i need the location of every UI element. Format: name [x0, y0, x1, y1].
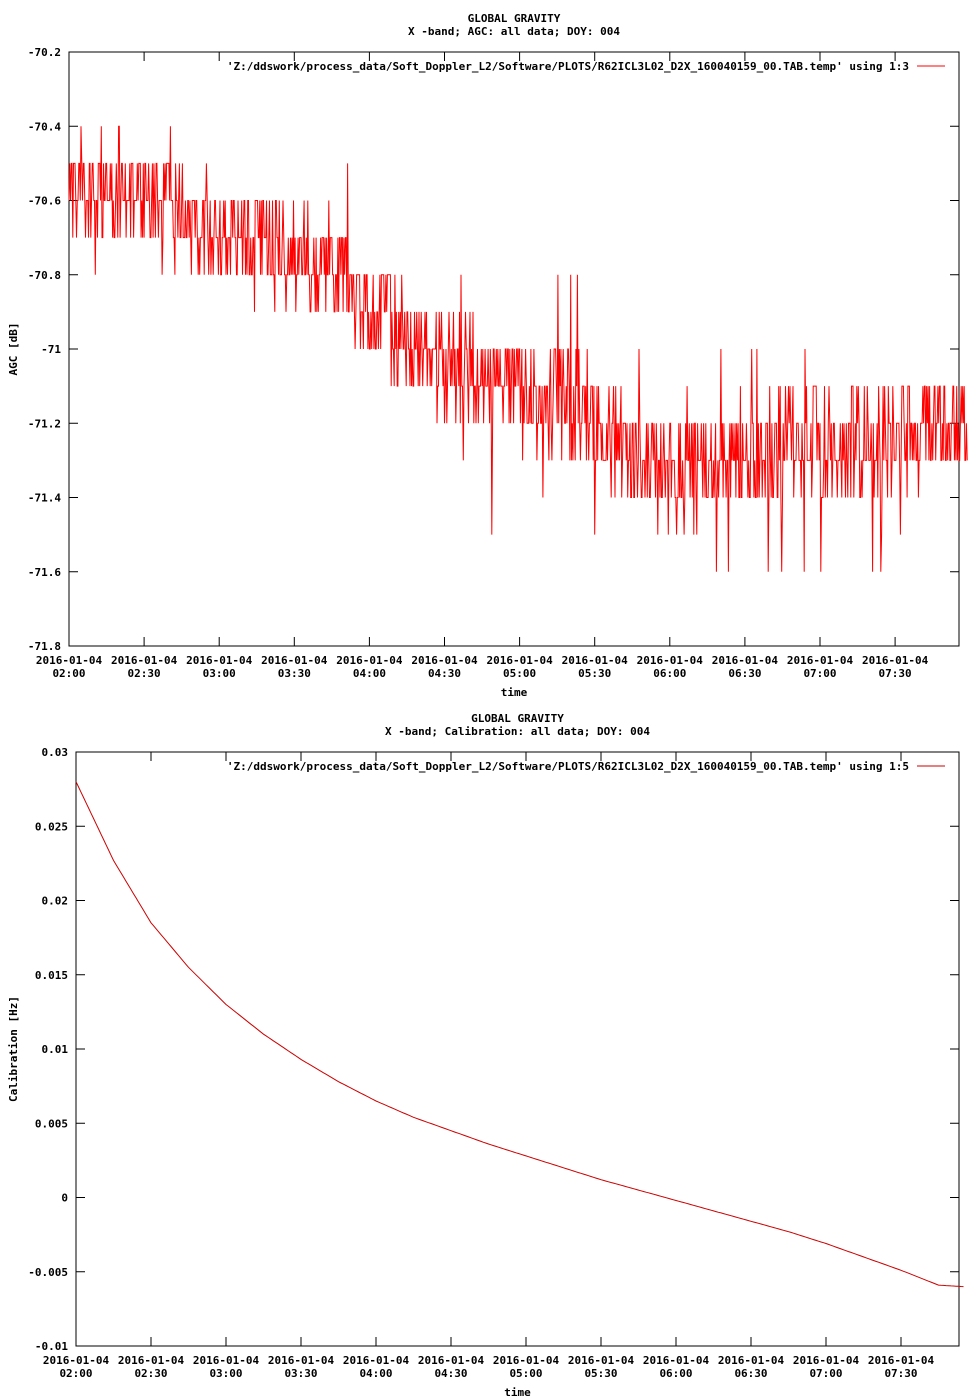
- x-tick-date-label: 2016-01-04: [268, 1354, 335, 1367]
- x-tick-time-label: 04:00: [353, 667, 386, 680]
- y-tick-label: -71.6: [28, 566, 61, 579]
- calibration-series-line: [75, 781, 964, 1288]
- x-tick-date-label: 2016-01-04: [562, 654, 629, 667]
- y-tick-label: 0: [61, 1192, 68, 1205]
- x-tick-date-label: 2016-01-04: [336, 654, 403, 667]
- x-tick-date-label: 2016-01-04: [343, 1354, 410, 1367]
- x-axis-label: time: [504, 1386, 531, 1399]
- x-tick-date-label: 2016-01-04: [418, 1354, 485, 1367]
- y-tick-label: 0.015: [35, 969, 68, 982]
- x-tick-time-label: 07:00: [809, 1367, 842, 1380]
- legend-label: 'Z:/ddswork/process_data/Soft_Doppler_L2…: [227, 60, 909, 73]
- x-tick-date-label: 2016-01-04: [43, 1354, 110, 1367]
- x-tick-date-label: 2016-01-04: [718, 1354, 785, 1367]
- legend: 'Z:/ddswork/process_data/Soft_Doppler_L2…: [227, 60, 945, 73]
- x-tick-time-label: 07:00: [803, 667, 836, 680]
- x-tick-date-label: 2016-01-04: [486, 654, 553, 667]
- x-tick-time-label: 02:30: [128, 667, 161, 680]
- x-tick-time-label: 02:30: [134, 1367, 167, 1380]
- y-tick-label: -0.005: [28, 1266, 68, 1279]
- y-tick-label: 0.02: [42, 895, 69, 908]
- x-tick-date-label: 2016-01-04: [186, 654, 253, 667]
- x-tick-time-label: 05:30: [578, 667, 611, 680]
- x-tick-time-label: 03:30: [278, 667, 311, 680]
- y-tick-label: 0.03: [42, 746, 69, 759]
- x-tick-date-label: 2016-01-04: [118, 1354, 185, 1367]
- x-tick-time-label: 03:00: [203, 667, 236, 680]
- y-tick-label: 0.025: [35, 820, 68, 833]
- x-tick-date-label: 2016-01-04: [637, 654, 704, 667]
- x-tick-time-label: 06:00: [659, 1367, 692, 1380]
- x-tick-time-label: 06:00: [653, 667, 686, 680]
- y-tick-label: 0.005: [35, 1117, 68, 1130]
- y-tick-label: -0.01: [35, 1340, 68, 1353]
- x-tick-date-label: 2016-01-04: [493, 1354, 560, 1367]
- y-tick-label: -70.2: [28, 46, 61, 59]
- plot-frame: [75, 751, 960, 1347]
- x-tick-time-label: 06:30: [734, 1367, 767, 1380]
- x-tick-date-label: 2016-01-04: [643, 1354, 710, 1367]
- x-tick-time-label: 05:30: [584, 1367, 617, 1380]
- x-tick-date-label: 2016-01-04: [36, 654, 103, 667]
- x-axis-label: time: [501, 686, 528, 699]
- chart-title: GLOBAL GRAVITY: [468, 12, 561, 25]
- x-tick-date-label: 2016-01-04: [712, 654, 779, 667]
- x-tick-time-label: 05:00: [509, 1367, 542, 1380]
- chart-subtitle: X -band; Calibration: all data; DOY: 004: [385, 725, 650, 738]
- y-tick-label: -70.4: [28, 120, 61, 133]
- y-tick-label: -71.4: [28, 492, 61, 505]
- legend: 'Z:/ddswork/process_data/Soft_Doppler_L2…: [227, 760, 945, 773]
- x-tick-date-label: 2016-01-04: [787, 654, 854, 667]
- x-tick-date-label: 2016-01-04: [568, 1354, 635, 1367]
- x-tick-time-label: 04:30: [428, 667, 461, 680]
- y-tick-label: -71.8: [28, 640, 61, 653]
- x-tick-date-label: 2016-01-04: [868, 1354, 935, 1367]
- y-tick-label: -71: [41, 343, 61, 356]
- legend-label: 'Z:/ddswork/process_data/Soft_Doppler_L2…: [227, 760, 909, 773]
- x-tick-time-label: 07:30: [884, 1367, 917, 1380]
- x-tick-date-label: 2016-01-04: [111, 654, 178, 667]
- chart-subtitle: X -band; AGC: all data; DOY: 004: [408, 25, 620, 38]
- x-tick-date-label: 2016-01-04: [411, 654, 478, 667]
- x-tick-time-label: 02:00: [59, 1367, 92, 1380]
- x-tick-date-label: 2016-01-04: [193, 1354, 260, 1367]
- x-tick-time-label: 04:30: [434, 1367, 467, 1380]
- x-tick-time-label: 07:30: [879, 667, 912, 680]
- y-tick-label: -70.6: [28, 195, 61, 208]
- x-tick-time-label: 05:00: [503, 667, 536, 680]
- x-tick-date-label: 2016-01-04: [793, 1354, 860, 1367]
- chart-title: GLOBAL GRAVITY: [471, 712, 564, 725]
- x-tick-date-label: 2016-01-04: [862, 654, 929, 667]
- x-tick-time-label: 03:00: [209, 1367, 242, 1380]
- y-axis-label: Calibration [Hz]: [7, 996, 20, 1102]
- y-tick-label: -71.2: [28, 417, 61, 430]
- y-tick-label: 0.01: [42, 1043, 69, 1056]
- x-tick-time-label: 03:30: [284, 1367, 317, 1380]
- x-tick-date-label: 2016-01-04: [261, 654, 328, 667]
- x-tick-time-label: 04:00: [359, 1367, 392, 1380]
- y-tick-label: -70.8: [28, 269, 61, 282]
- x-tick-time-label: 02:00: [52, 667, 85, 680]
- agc-series-line: [68, 125, 968, 572]
- y-axis-label: AGC [dB]: [7, 323, 20, 376]
- x-tick-time-label: 06:30: [728, 667, 761, 680]
